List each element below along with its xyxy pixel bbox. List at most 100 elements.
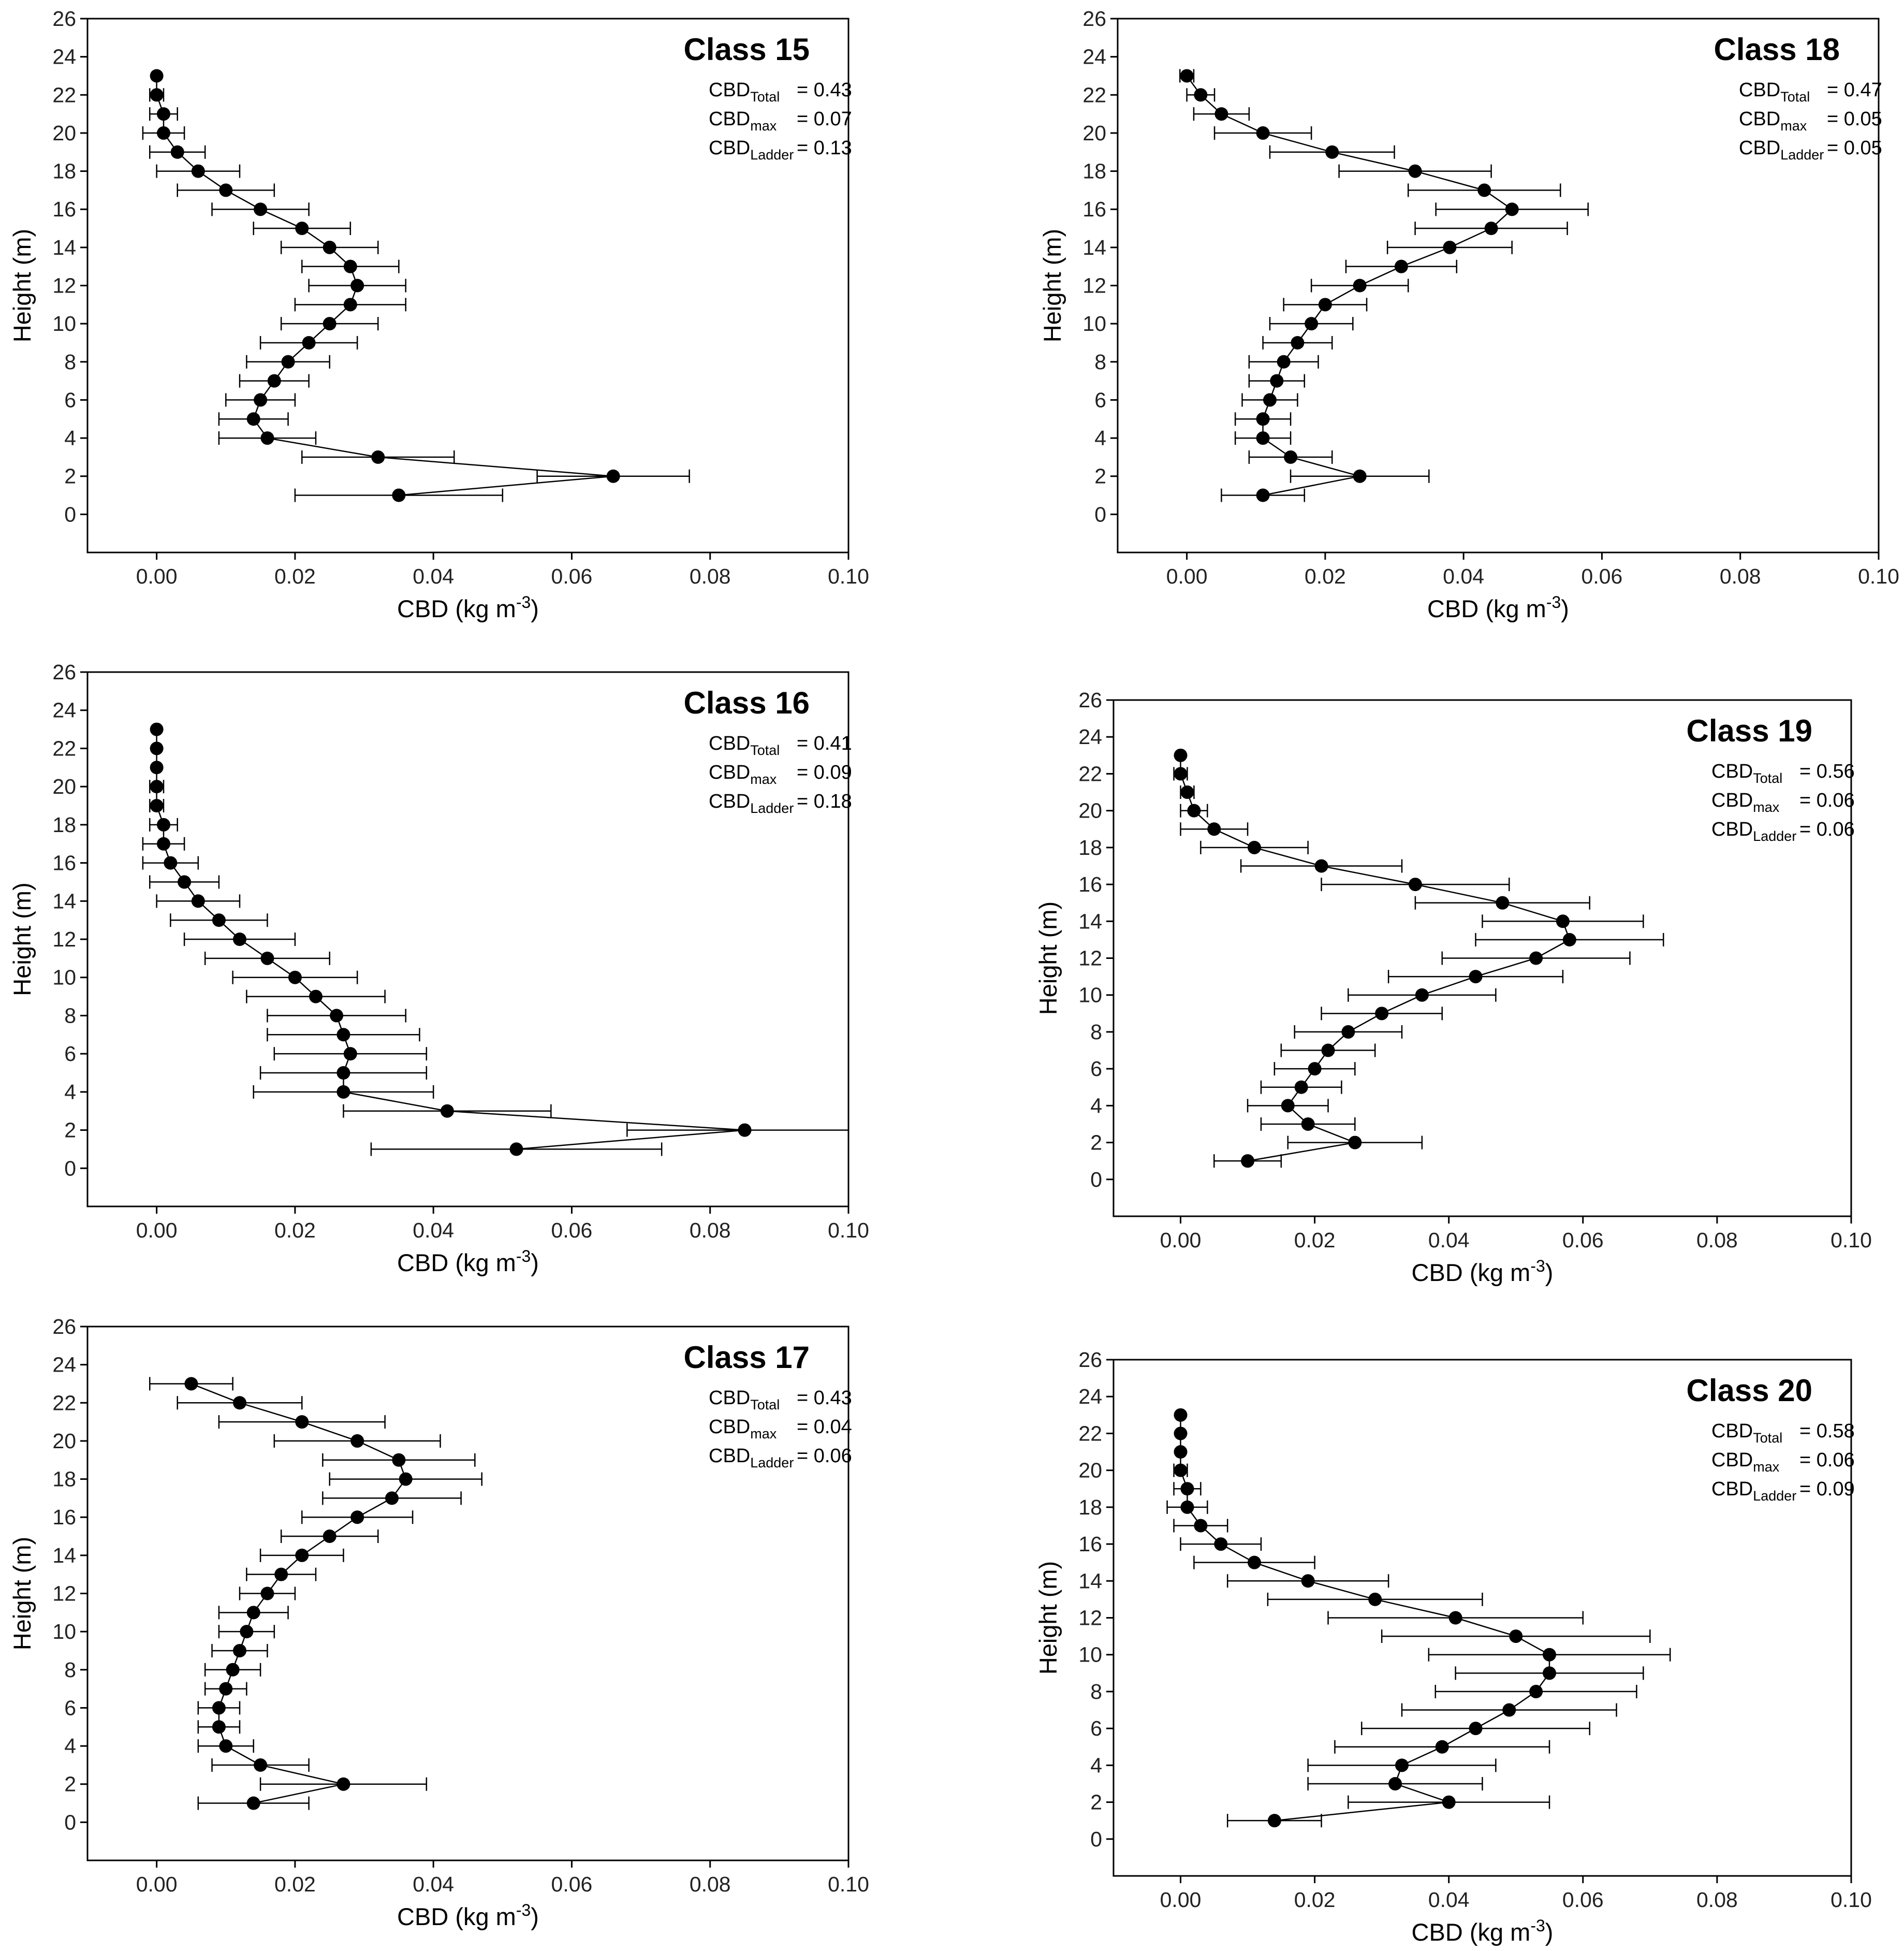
data-point — [1318, 298, 1332, 312]
y-tick-label: 14 — [1078, 1569, 1102, 1593]
chart-panel-3: 0.00 0.02 0.04 0.06 0.08 0.100246810121416182… — [8, 660, 869, 1276]
stat-subscript: max — [1753, 1459, 1780, 1475]
stat-value: = 0.06 — [797, 1445, 852, 1467]
x-tick-label: 0.10 — [828, 564, 869, 588]
data-point — [323, 1530, 336, 1544]
stat-subscript: Total — [750, 742, 780, 758]
data-point — [1174, 748, 1188, 762]
stat-subscript: Total — [1753, 1430, 1782, 1446]
y-tick-label: 26 — [1082, 7, 1106, 31]
y-tick-label: 14 — [52, 889, 76, 913]
data-point — [267, 374, 281, 388]
stat-subscript: Ladder — [1780, 147, 1824, 163]
data-point — [164, 856, 178, 870]
y-tick-label: 10 — [52, 1620, 76, 1643]
stat-line: CBDTotal = 0.43 — [709, 1387, 852, 1413]
data-point — [254, 393, 268, 407]
y-tick-label: 6 — [1090, 1057, 1102, 1081]
stat-value: = 0.41 — [797, 733, 852, 754]
data-point — [1174, 767, 1188, 781]
y-tick-label: 22 — [52, 1391, 76, 1415]
stat-subscript: max — [750, 118, 777, 134]
data-point — [1277, 355, 1291, 369]
x-tick-label: 0.06 — [1581, 564, 1623, 588]
y-tick-label: 22 — [1078, 762, 1102, 785]
stat-subscript: Total — [1753, 770, 1782, 786]
stat-name: CBD — [709, 1387, 750, 1409]
data-point — [1241, 1154, 1255, 1168]
y-tick-label: 20 — [1078, 799, 1102, 823]
data-point — [1353, 469, 1367, 483]
x-axis-title-end: ) — [531, 1249, 539, 1276]
stat-value: = 0.56 — [1799, 761, 1855, 782]
data-point — [336, 1066, 350, 1080]
y-tick-label: 14 — [52, 1544, 76, 1567]
x-axis-title-main: CBD (kg m — [1427, 595, 1546, 622]
y-tick-label: 0 — [64, 1810, 76, 1834]
chart-panel-2: 0.00 0.02 0.04 0.06 0.08 0.100246810121416182… — [1038, 7, 1899, 622]
stat-line: CBDTotal = 0.43 — [709, 79, 852, 105]
data-point — [392, 1453, 406, 1467]
data-point — [1180, 1500, 1194, 1514]
stat-value: = 0.13 — [797, 137, 852, 159]
y-tick-label: 10 — [52, 312, 76, 336]
x-axis-title-sup: -3 — [1530, 1257, 1545, 1275]
stat-name: CBD — [1711, 1449, 1753, 1471]
x-axis-title: CBD (kg m-3) — [1412, 1916, 1554, 1946]
chart-panel-1: 0.00 0.02 0.04 0.06 0.08 0.100246810121416182… — [8, 7, 869, 622]
data-point — [274, 1567, 288, 1581]
data-point — [246, 1796, 260, 1810]
data-point — [1543, 1648, 1557, 1662]
y-tick-label: 2 — [1094, 464, 1106, 488]
y-tick-label: 2 — [64, 1772, 76, 1796]
data-point — [281, 355, 295, 369]
data-point — [392, 488, 406, 502]
y-tick-label: 8 — [64, 1003, 76, 1027]
stat-value: = 0.05 — [1827, 108, 1882, 130]
x-axis-title: CBD (kg m-3) — [397, 1901, 539, 1930]
y-tick-label: 18 — [1078, 836, 1102, 860]
y-tick-label: 18 — [52, 159, 76, 183]
data-point — [440, 1104, 454, 1118]
panel-title: Class 18 — [1713, 32, 1840, 67]
data-point — [1256, 431, 1270, 445]
y-tick-label: 24 — [1082, 45, 1106, 69]
data-point — [1284, 450, 1298, 464]
stat-value: = 0.43 — [797, 79, 852, 101]
data-point — [1187, 804, 1201, 818]
stat-value: = 0.58 — [1799, 1420, 1855, 1442]
y-tick-label: 26 — [52, 7, 76, 31]
panel-title: Class 17 — [683, 1340, 810, 1375]
y-tick-label: 22 — [1082, 83, 1106, 107]
stat-line: CBDmax = 0.04 — [709, 1416, 852, 1442]
y-tick-label: 22 — [52, 736, 76, 760]
stat-subscript: max — [750, 1426, 777, 1442]
y-tick-label: 0 — [64, 1156, 76, 1180]
stat-name: CBD — [709, 733, 750, 754]
x-tick-label: 0.06 — [551, 1872, 593, 1896]
y-tick-label: 16 — [1082, 197, 1106, 221]
stat-subscript: Ladder — [1753, 1488, 1796, 1504]
data-point — [1321, 1043, 1335, 1057]
data-point — [212, 913, 226, 927]
x-tick-label: 0.08 — [690, 564, 731, 588]
stat-value: = 0.06 — [1799, 790, 1855, 811]
x-tick-label: 0.00 — [136, 1872, 178, 1896]
stat-line: CBDLadder = 0.06 — [709, 1445, 852, 1470]
stat-subscript: Ladder — [750, 800, 794, 816]
stat-name: CBD — [709, 108, 750, 130]
data-point — [1214, 1537, 1228, 1551]
y-axis-title: Height (m) — [8, 229, 36, 342]
y-tick-label: 18 — [52, 813, 76, 837]
y-tick-label: 6 — [1094, 388, 1106, 412]
y-tick-label: 22 — [1078, 1421, 1102, 1445]
y-tick-label: 24 — [52, 45, 76, 69]
y-tick-label: 6 — [64, 1042, 76, 1066]
data-point — [260, 431, 274, 445]
stat-value: = 0.05 — [1827, 137, 1882, 159]
data-point — [1174, 1408, 1188, 1422]
data-point — [254, 202, 268, 216]
stat-line: CBDTotal = 0.56 — [1711, 761, 1855, 786]
data-point — [1180, 69, 1194, 83]
data-point — [295, 222, 309, 236]
